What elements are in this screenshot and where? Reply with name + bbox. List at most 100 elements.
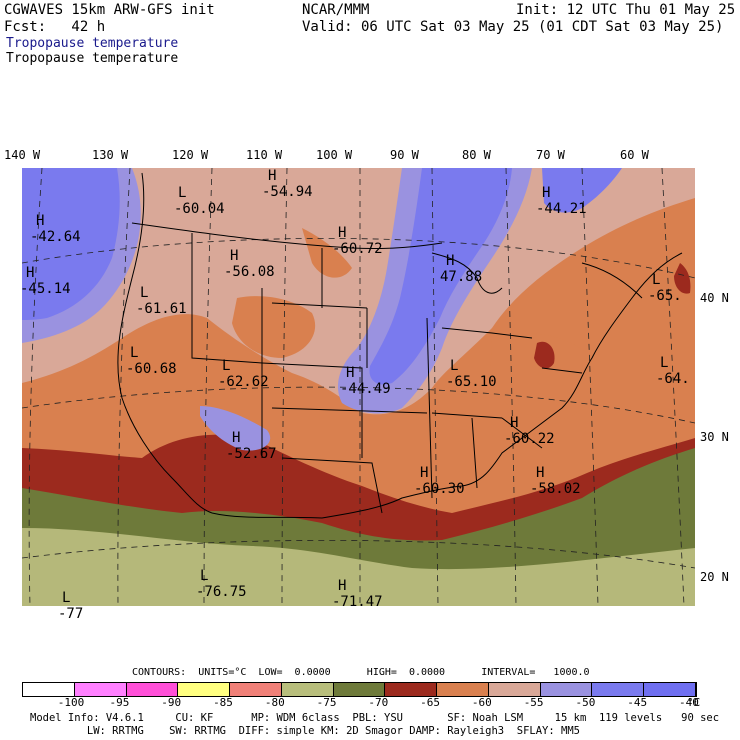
- forecast-hour: Fcst: 42 h: [4, 19, 106, 35]
- extremum-value: -76.75: [196, 584, 247, 600]
- fill-blue-west: [22, 168, 120, 320]
- extremum-value: -62.62: [218, 374, 269, 390]
- extremum-type: H: [232, 430, 241, 446]
- colorbar-swatch: [488, 683, 541, 696]
- lon-label: 130 W: [92, 148, 129, 162]
- extremum-type: H: [26, 265, 35, 281]
- colorbar-tick-label: -100: [57, 696, 85, 709]
- lon-label: 60 W: [620, 148, 649, 162]
- extremum-type: H: [36, 213, 45, 229]
- lon-label: 120 W: [172, 148, 209, 162]
- colorbar-swatch: [178, 683, 231, 696]
- extremum-type: L: [222, 358, 231, 374]
- fill-red-patch: [674, 263, 691, 294]
- colorbar-tick-label: -90: [161, 696, 182, 709]
- extremum-type: H: [510, 415, 519, 431]
- colorbar-tick-label: -45: [627, 696, 648, 709]
- extremum-type: L: [178, 185, 187, 201]
- colorbar-tick-label: -70: [368, 696, 389, 709]
- colorbar-unit: °C: [687, 696, 701, 709]
- colorbar-tick-label: -40: [679, 696, 699, 709]
- extremum-value: -60.22: [504, 431, 555, 447]
- extremum-value: -71.47: [332, 594, 383, 610]
- colorbar-swatch: [385, 683, 438, 696]
- lon-label: 70 W: [536, 148, 565, 162]
- extremum-value: -44.21: [536, 201, 587, 217]
- graticule: [22, 168, 695, 606]
- extremum-type: H: [536, 465, 545, 481]
- lat-label: 20 N: [700, 570, 729, 584]
- extremum-type: H: [230, 248, 239, 264]
- lon-label: 90 W: [390, 148, 419, 162]
- extremum-type: H: [338, 225, 347, 241]
- colorbar-tick-label: -65: [420, 696, 441, 709]
- colorbar-swatch: [592, 683, 645, 696]
- extremum-value: -65.10: [446, 374, 497, 390]
- extremum-value: -61.61: [136, 301, 187, 317]
- extremum-value: 47.88: [440, 269, 483, 285]
- extremum-type: H: [420, 465, 429, 481]
- colorbar-swatch: [281, 683, 334, 696]
- extremum-type: L: [652, 272, 661, 288]
- extremum-type: L: [660, 355, 669, 371]
- extremum-value: -65.: [648, 288, 682, 304]
- colorbar-labels: -100 -95 -90 -85 -80 -75 -70 -65 -60 -55 -50 -45 -40…: [22, 696, 722, 710]
- fill-light-olive: [22, 528, 695, 606]
- model-info-line1: Model Info: V4.6.1 CU: KF MP: WDM 6class…: [30, 712, 720, 724]
- extremum-value: -58.02: [530, 481, 581, 497]
- extremum-value: -60.04: [174, 201, 225, 217]
- field-title-blue: Tropopause temperature: [6, 36, 179, 51]
- extremum-value: -56.08: [224, 264, 275, 280]
- extremum-type: H: [268, 168, 277, 184]
- extremum-value: -52.67: [226, 446, 277, 462]
- extremum-value: -45.14: [20, 281, 71, 297]
- center-name: NCAR/MMM: [302, 2, 370, 18]
- colorbar-tick-label: -55: [523, 696, 544, 709]
- extremum-type: L: [130, 345, 139, 361]
- extremum-type: H: [338, 578, 347, 594]
- lat-label: 40 N: [700, 291, 729, 305]
- colorbar-tick-label: -50: [575, 696, 596, 709]
- lon-label: 140 W: [4, 148, 41, 162]
- extremum-type: L: [140, 285, 149, 301]
- fill-blue-northeast: [542, 168, 622, 213]
- colorbar-tick-label: -85: [213, 696, 233, 709]
- init-time: Init: 12 UTC Thu 01 May 25: [516, 2, 736, 18]
- field-title: Tropopause temperature: [6, 51, 179, 66]
- colorbar: [22, 682, 697, 697]
- extremum-value: -64.: [656, 371, 690, 387]
- extremum-type: L: [200, 568, 209, 584]
- lat-label: 30 N: [700, 430, 729, 444]
- colorbar-swatch: [126, 683, 179, 696]
- extremum-type: H: [346, 365, 355, 381]
- colorbar-swatch: [540, 683, 593, 696]
- lon-label: 80 W: [462, 148, 491, 162]
- extremum-value: -60.72: [332, 241, 383, 257]
- extremum-value: -60.30: [414, 481, 465, 497]
- boundaries: [117, 172, 683, 519]
- extremum-value: -42.64: [30, 229, 81, 245]
- fill-orange-patch: [490, 333, 595, 419]
- extremum-type: L: [62, 590, 71, 606]
- colorbar-tick-label: -95: [109, 696, 130, 709]
- fill-orange-patch: [232, 296, 316, 358]
- colorbar-swatch: [230, 683, 282, 696]
- extremum-value: -54.94: [262, 184, 313, 200]
- valid-time: Valid: 06 UTC Sat 03 May 25 (01 CDT Sat …: [302, 19, 724, 35]
- extremum-type: H: [446, 253, 455, 269]
- fill-lavender-patch: [200, 406, 271, 451]
- colorbar-swatch: [644, 683, 696, 696]
- extremum-type: L: [450, 358, 459, 374]
- contours-info: CONTOURS: UNITS=°C LOW= 0.0000 HIGH= 0.0…: [132, 667, 590, 678]
- extremum-value: -60.68: [126, 361, 177, 377]
- colorbar-tick-label: -60: [471, 696, 492, 709]
- extremum-value: -44.49: [340, 381, 391, 397]
- model-info-line2: LW: RRTMG SW: RRTMG DIFF: simple KM: 2D …: [30, 725, 580, 737]
- model-title: CGWAVES 15km ARW-GFS init: [4, 2, 215, 18]
- colorbar-swatch: [23, 683, 75, 696]
- colorbar-swatch: [437, 683, 489, 696]
- fill-salmon: [22, 168, 695, 415]
- colorbar-swatch: [74, 683, 127, 696]
- fill-orange-patch: [302, 228, 352, 278]
- lon-label: 100 W: [316, 148, 353, 162]
